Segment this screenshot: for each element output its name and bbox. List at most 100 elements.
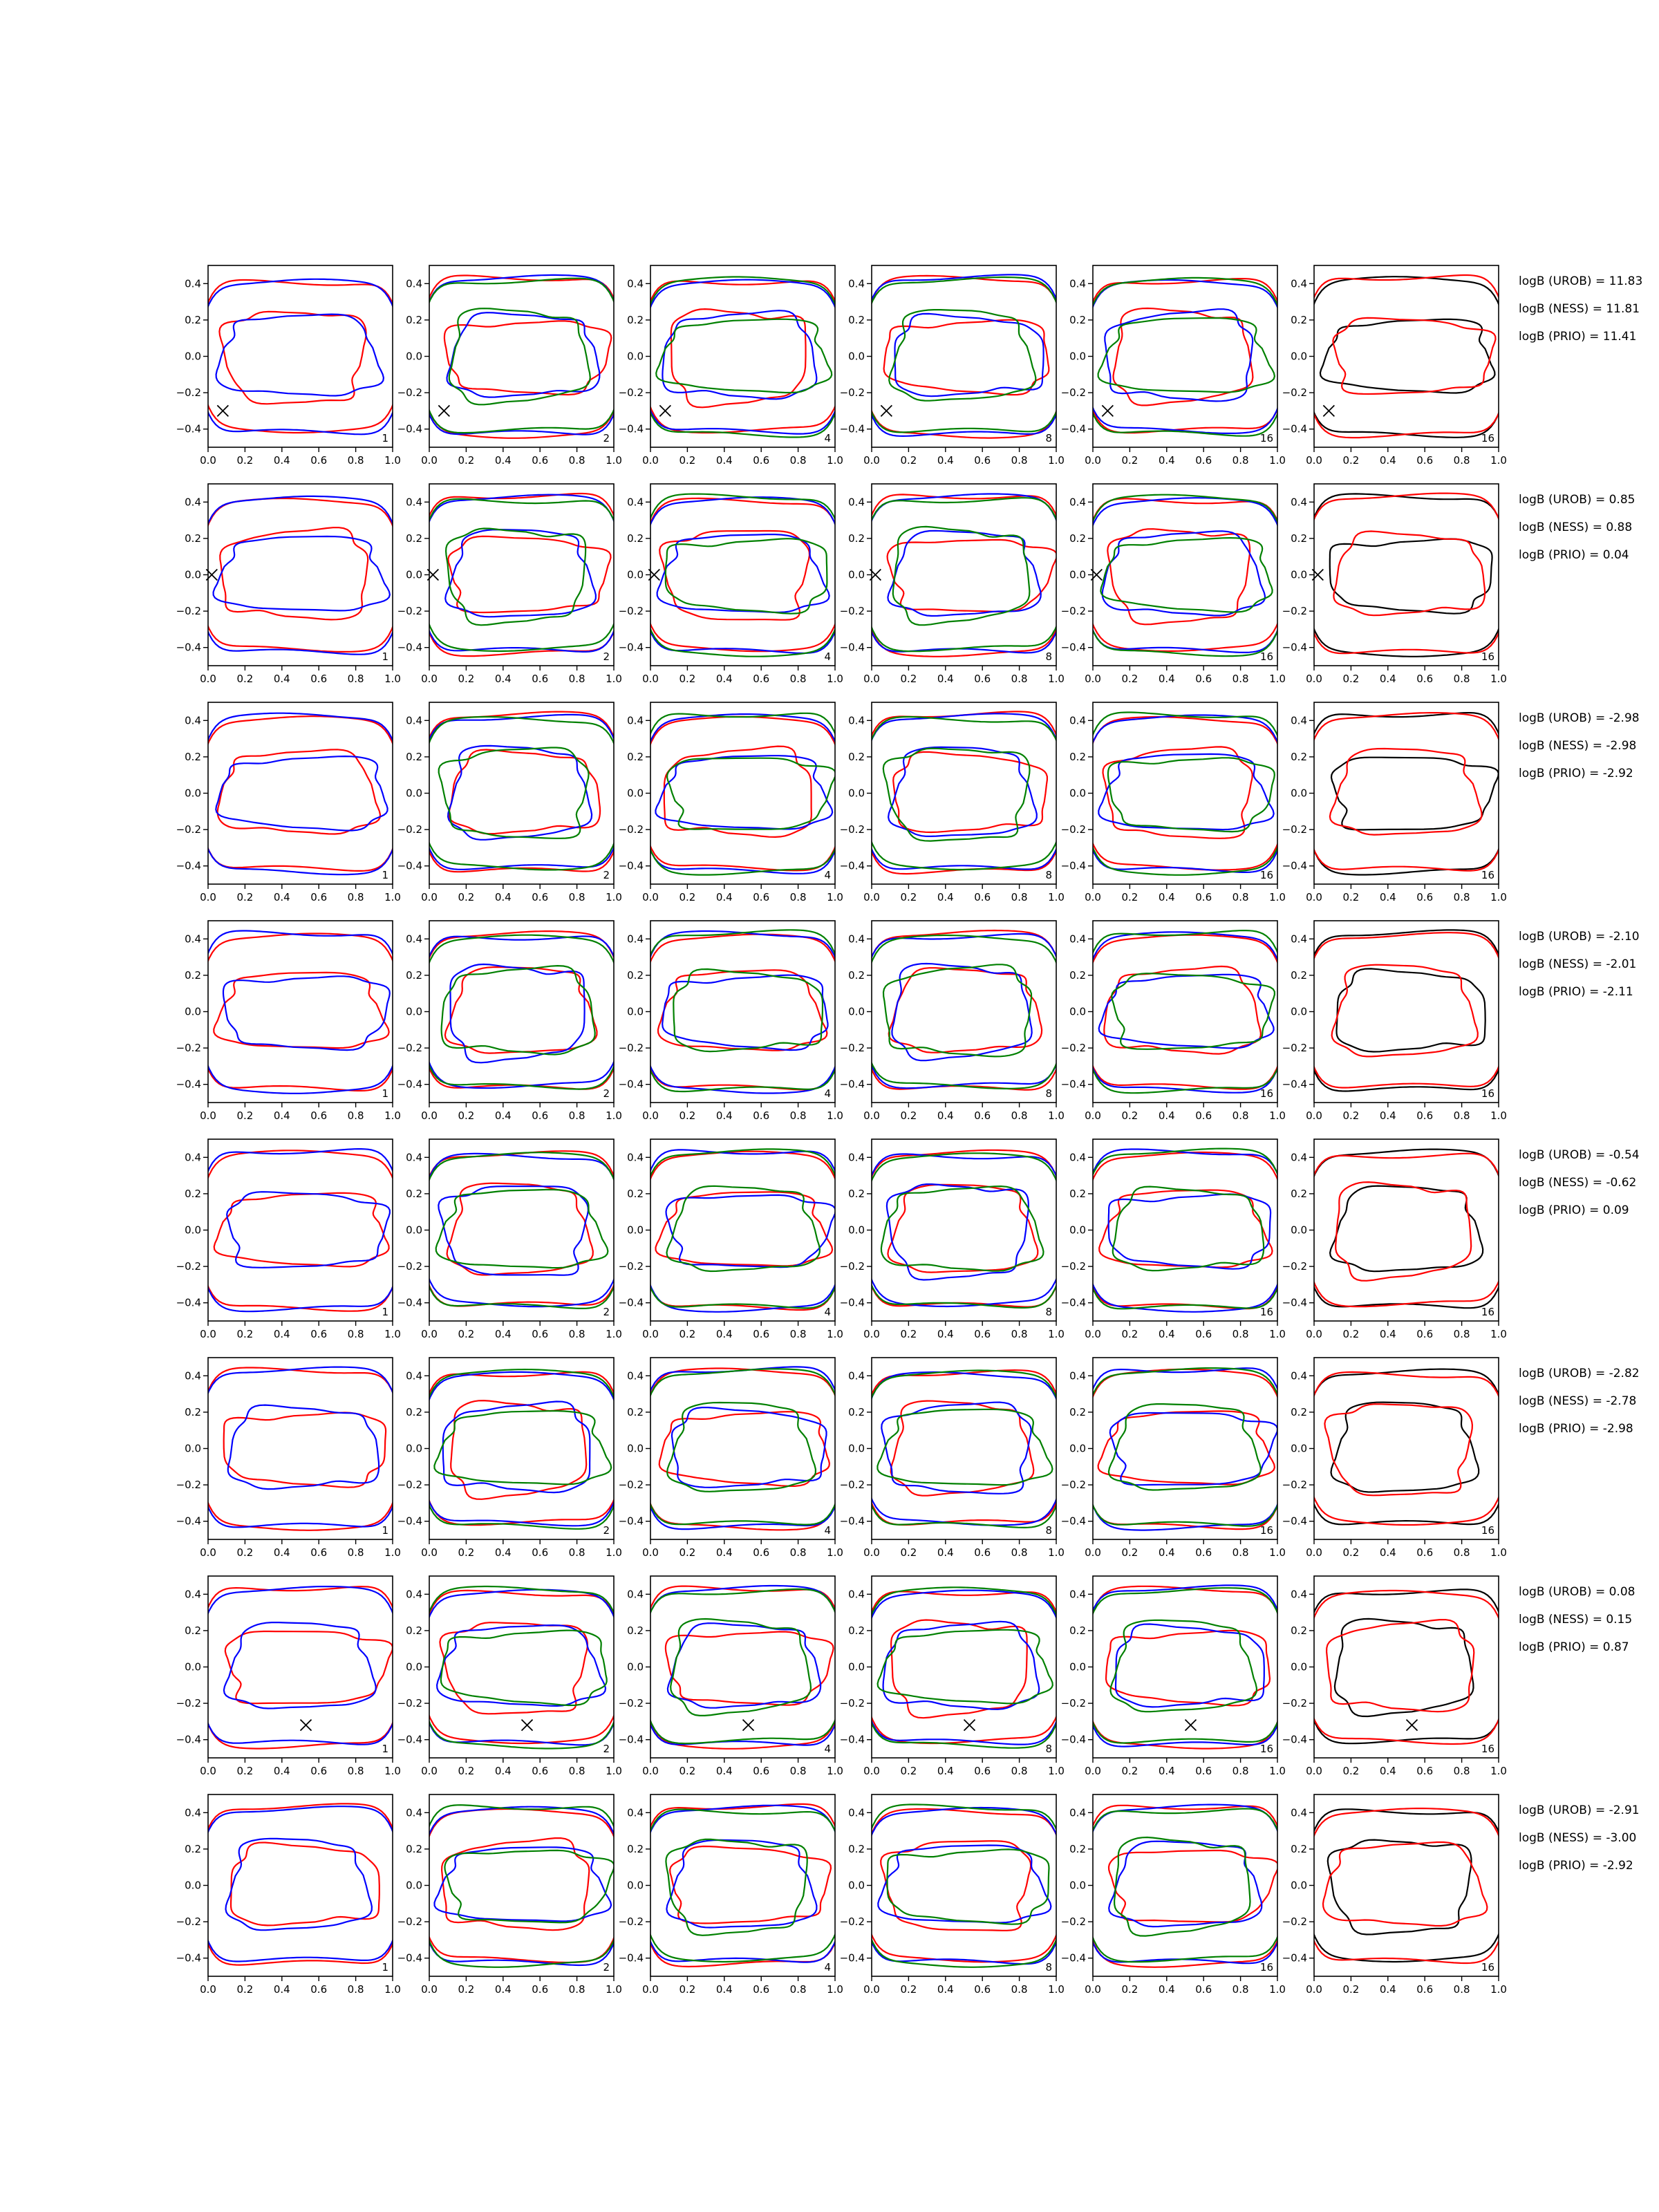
x-tick-label: 1.0	[1490, 891, 1507, 903]
contour	[1330, 756, 1499, 831]
axes-frame	[1313, 265, 1499, 448]
y-tick-label: −0.4	[840, 1078, 865, 1091]
x-tick-label: 0.2	[900, 454, 917, 467]
y-tick-label: −0.4	[397, 860, 422, 872]
contour	[1333, 530, 1486, 617]
x-tick-label: 0.4	[495, 1109, 512, 1122]
x-tick-label: 0.0	[421, 1983, 438, 1996]
contour	[208, 847, 393, 876]
contour	[1107, 757, 1275, 833]
y-tick-label: 0.4	[406, 1151, 422, 1163]
x-tick-label: 0.0	[200, 1109, 216, 1122]
y-tick-label: 0.2	[848, 532, 865, 545]
x-tick-label: 0.2	[1121, 673, 1138, 685]
contour	[1102, 746, 1253, 839]
contour	[1314, 1938, 1499, 1965]
y-tick-label: 0.4	[848, 932, 865, 945]
contour	[1093, 276, 1277, 308]
x-tick-label: 1.0	[606, 1983, 622, 1996]
x-tick-label: 0.6	[1416, 454, 1433, 467]
contour	[1314, 492, 1499, 522]
y-tick-label: 0.4	[1291, 932, 1307, 945]
axes-frame	[1092, 1357, 1278, 1540]
y-tick-label: 0.4	[848, 496, 865, 508]
y-tick-label: 0.2	[1069, 314, 1086, 326]
y-tick-label: 0.0	[1069, 1661, 1086, 1674]
x-tick-label: 0.6	[532, 673, 548, 685]
x-tick-label: 0.4	[1380, 891, 1396, 903]
panel-label: 4	[824, 1306, 831, 1318]
y-tick-label: 0.0	[1069, 1880, 1086, 1892]
x-tick-label: 0.2	[1342, 891, 1359, 903]
axes-frame	[650, 920, 836, 1103]
contour	[881, 1401, 1032, 1494]
y-tick-label: 0.4	[185, 714, 201, 727]
contour	[872, 1277, 1056, 1308]
axes-frame	[650, 265, 836, 448]
x-tick-label: 1.0	[827, 1546, 843, 1559]
annotation: logB (PRIO) = -2.11	[1519, 985, 1633, 999]
contour	[438, 747, 590, 839]
x-tick-label: 0.8	[1232, 891, 1249, 903]
contour	[872, 929, 1056, 959]
y-tick-label: 0.4	[406, 1369, 422, 1382]
contour	[226, 1191, 391, 1268]
contour	[442, 1400, 591, 1494]
contour	[208, 1367, 393, 1394]
y-tick-label: −0.2	[1061, 1260, 1086, 1273]
x-tick-label: 0.2	[236, 1765, 253, 1777]
x-tick-label: 0.2	[1342, 1328, 1359, 1340]
y-tick-label: 0.2	[185, 1188, 201, 1200]
x-tick-label: 0.0	[421, 673, 438, 685]
marker	[1090, 568, 1103, 581]
y-tick-label: −0.4	[619, 1297, 644, 1309]
contour	[872, 1371, 1056, 1401]
x-tick-label: 0.0	[642, 1109, 659, 1122]
contour	[447, 744, 593, 841]
x-tick-label: 0.4	[1380, 1765, 1396, 1777]
contour	[208, 1501, 393, 1531]
y-tick-label: 0.2	[406, 969, 422, 982]
y-tick-label: 0.4	[185, 1151, 201, 1163]
x-tick-label: 0.2	[236, 1983, 253, 1996]
contour	[872, 1586, 1056, 1618]
contour	[882, 964, 1033, 1058]
contour	[872, 1932, 1056, 1963]
contour	[1314, 630, 1499, 655]
contours	[650, 1584, 835, 1750]
y-tick-label: −0.2	[840, 386, 865, 399]
x-tick-label: 0.6	[310, 454, 327, 467]
y-tick-label: 0.4	[627, 714, 644, 727]
x-tick-label: 0.2	[236, 454, 253, 467]
contour	[666, 1185, 821, 1273]
contour	[650, 1148, 835, 1179]
contour	[429, 935, 614, 959]
annotation: logB (PRIO) = 0.04	[1519, 548, 1629, 562]
contour	[1314, 711, 1499, 742]
panel-label: 2	[603, 1743, 610, 1755]
axes-frame	[207, 920, 393, 1103]
contour	[1093, 711, 1277, 738]
contour	[444, 528, 597, 618]
contour	[429, 1371, 614, 1402]
y-tick-label: 0.2	[627, 1624, 644, 1637]
y-tick-label: −0.4	[1282, 860, 1307, 872]
x-tick-label: 0.8	[790, 673, 807, 685]
contours	[1093, 1803, 1277, 1968]
y-tick-label: −0.4	[840, 1952, 865, 1965]
panel: 0.0 0.2 0.4 0.6 0.8 1.0 −0.4 −0.2 0.0 0.2 0.4 8	[840, 1138, 1065, 1340]
contour	[435, 1188, 609, 1269]
panel: 0.0 0.2 0.4 0.6 0.8 1.0 −0.4 −0.2 0.0 0.2 0.4 16	[1282, 483, 1507, 685]
y-tick-label: −0.2	[619, 386, 644, 399]
x-tick-label: 0.2	[458, 1546, 474, 1559]
x-tick-label: 1.0	[1048, 454, 1065, 467]
contour	[1093, 929, 1277, 955]
contour	[1107, 1193, 1272, 1270]
contour	[1093, 934, 1277, 965]
contour	[885, 1183, 1030, 1281]
x-tick-label: 1.0	[384, 1546, 401, 1559]
x-tick-label: 0.2	[458, 454, 474, 467]
contour	[1093, 628, 1277, 654]
contours	[1093, 276, 1277, 437]
y-tick-label: −0.2	[176, 823, 201, 836]
